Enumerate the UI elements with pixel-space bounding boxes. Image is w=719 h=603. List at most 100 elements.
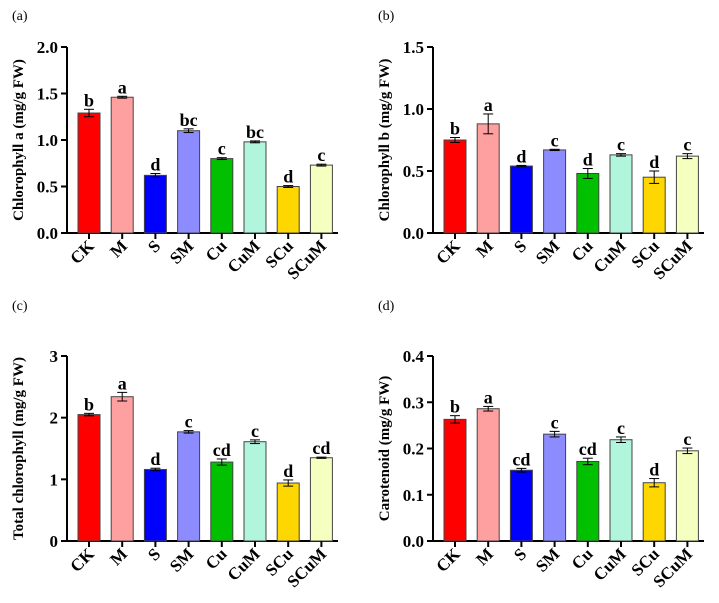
y-tick-label: 0.5 [403, 162, 424, 181]
significance-letter: d [283, 167, 293, 187]
x-tick-label: S [144, 236, 164, 256]
y-tick-label: 0.0 [403, 532, 424, 551]
significance-letter: bc [180, 110, 198, 130]
bar-S [509, 469, 533, 542]
significance-letter: c [683, 135, 691, 155]
significance-letter: cd [579, 439, 597, 459]
bar-SM [543, 433, 567, 542]
bar-M [476, 123, 500, 234]
significance-letter: b [450, 119, 460, 139]
y-axis-label: Carotenoid (mg/g FW) [377, 376, 393, 522]
x-tick-label: CuM [224, 544, 264, 584]
significance-letter: b [450, 397, 460, 417]
significance-letter: a [484, 387, 493, 407]
bar-SCu [276, 482, 300, 542]
x-tick-label: M [106, 544, 131, 569]
bar-CuM [609, 439, 633, 542]
significance-letter: a [118, 373, 127, 393]
x-tick-label: SM [166, 236, 197, 267]
bar-SCuM [309, 457, 333, 542]
bar-S [509, 165, 533, 234]
bar-CK [77, 414, 101, 542]
bar-SCu [276, 186, 300, 234]
x-tick-label: M [106, 236, 131, 261]
panel-c-total-chlorophyll: (c) Total chlorophyll (mg/g FW) 0 1 2 3 b CK a Md… [11, 300, 338, 591]
significance-letter: d [516, 146, 526, 166]
bar-Cu [576, 172, 600, 234]
x-tick-label: CuM [590, 544, 630, 584]
y-tick-label: 2.0 [37, 38, 58, 57]
y-tick-label: 0.2 [403, 440, 424, 459]
x-tick-label: SM [166, 544, 197, 575]
significance-letter: c [617, 135, 625, 155]
y-tick-label: 0.5 [37, 178, 58, 197]
significance-letter: d [283, 461, 293, 481]
bar-SCu [642, 482, 666, 542]
bar-SCuM [675, 155, 699, 234]
significance-letter: c [251, 421, 259, 441]
significance-letter: c [185, 412, 193, 432]
y-tick-label: 2 [50, 409, 59, 428]
y-axis-label: Chlorophyll a (mg/g FW) [11, 59, 27, 221]
significance-letter: cd [512, 449, 530, 469]
x-tick-label: S [510, 544, 530, 564]
y-tick-label: 0.4 [403, 347, 425, 366]
x-tick-label: S [144, 544, 164, 564]
panel-label: (c) [12, 300, 28, 314]
significance-letter: b [84, 394, 94, 414]
significance-letter: bc [246, 122, 264, 142]
significance-letter: d [649, 152, 659, 172]
significance-letter: a [118, 77, 127, 97]
bar-CK [443, 139, 467, 234]
bar-CuM [609, 154, 633, 234]
bar-SM [177, 130, 201, 234]
bar-M [476, 408, 500, 542]
bar-Cu [210, 158, 234, 234]
bar-Cu [576, 460, 600, 542]
y-tick-label: 0 [50, 532, 59, 551]
x-tick-label: SM [532, 236, 563, 267]
bar-CK [443, 418, 467, 542]
y-axis-label: Chlorophyll b (mg/g FW) [377, 59, 393, 222]
x-tick-label: CuM [590, 236, 630, 276]
significance-letter: b [84, 90, 94, 110]
bar-S [143, 468, 167, 542]
x-tick-label: CK [66, 236, 98, 268]
bar-SM [543, 149, 567, 234]
bar-SCuM [309, 164, 333, 234]
bar-CK [77, 112, 101, 234]
x-tick-label: M [472, 544, 497, 569]
significance-letter: c [551, 412, 559, 432]
y-tick-label: 1.5 [403, 38, 424, 57]
significance-letter: d [649, 460, 659, 480]
x-tick-label: CK [432, 236, 464, 268]
panel-d-carotenoid: (d) Carotenoid (mg/g FW) 0.0 0.1 0.2 0.3 0.4 b C… [377, 300, 704, 591]
significance-letter: c [551, 130, 559, 150]
x-tick-label: CK [432, 544, 464, 576]
significance-letter: a [484, 95, 493, 115]
significance-letter: c [317, 145, 325, 165]
bar-SCu [642, 176, 666, 234]
significance-letter: d [150, 449, 160, 469]
bar-SM [177, 431, 201, 542]
y-tick-label: 0.1 [403, 486, 424, 505]
panel-label: (d) [378, 300, 395, 314]
significance-letter: d [583, 150, 593, 170]
panel-b-chlorophyll-b: (b) Chlorophyll b (mg/g FW) 0.0 0.5 1.0 1.5 b C… [377, 9, 704, 283]
bar-CuM [243, 141, 267, 234]
x-tick-label: CK [66, 544, 98, 576]
bar-M [110, 396, 134, 542]
y-tick-label: 0.3 [403, 393, 424, 412]
significance-letter: c [617, 418, 625, 438]
x-tick-label: CuM [224, 236, 264, 276]
bar-S [143, 174, 167, 234]
y-tick-label: 0.0 [37, 224, 58, 243]
significance-letter: c [683, 429, 691, 449]
y-tick-label: 1.5 [37, 85, 58, 104]
y-tick-label: 3 [50, 347, 59, 366]
y-tick-label: 1 [50, 470, 59, 489]
significance-letter: cd [312, 438, 330, 458]
significance-letter: c [218, 139, 226, 159]
panel-a-chlorophyll-a: (a) Chlorophyll a (mg/g FW) 0.0 0.5 1.0 1.5 2.… [11, 9, 338, 283]
